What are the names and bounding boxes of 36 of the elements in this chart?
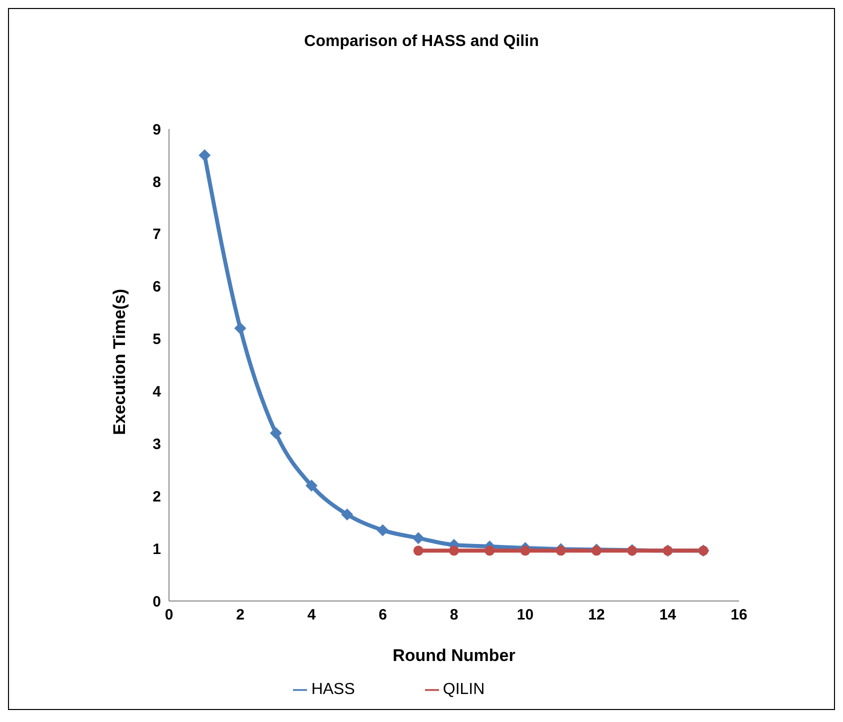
chart-title: Comparison of HASS and Qilin (303, 33, 540, 51)
x-tick-label: 8 (450, 606, 458, 624)
legend-label: QILIN (442, 681, 485, 698)
y-tick-label: 2 (152, 488, 161, 506)
y-tick-label: 3 (152, 436, 161, 453)
y-axis-title: Execution Time(s) (110, 288, 130, 435)
y-tick-label: 1 (152, 540, 161, 558)
point (198, 149, 211, 162)
x-axis-title: Round Number (392, 646, 516, 665)
y-tick-label: 4 (152, 384, 162, 401)
legend-label: HASS (311, 681, 355, 698)
y-tick-label: 8 (152, 174, 161, 191)
x-tick-label: 16 (730, 606, 748, 624)
point (484, 546, 495, 556)
x-tick-label: 2 (236, 606, 244, 624)
x-tick-label: 0 (164, 606, 174, 624)
x-tick-label: 12 (588, 606, 605, 624)
point (413, 546, 424, 556)
point (376, 524, 389, 536)
point (520, 546, 530, 556)
point (306, 480, 318, 492)
y-tick-label: 6 (152, 278, 161, 296)
point (449, 546, 459, 556)
point (412, 532, 424, 544)
point (556, 546, 566, 556)
x-tick-label: 4 (307, 606, 316, 624)
y-tick-label: 9 (152, 121, 161, 138)
x-tick-label: 14 (659, 606, 677, 624)
y-tick-label: 0 (152, 593, 161, 610)
point (270, 427, 282, 440)
x-tick-label: 10 (516, 606, 534, 624)
y-tick-label: 7 (152, 226, 161, 244)
x-tick-label: 6 (378, 606, 387, 624)
point (341, 508, 354, 520)
point (234, 322, 246, 334)
y-tick-label: 5 (152, 331, 161, 348)
